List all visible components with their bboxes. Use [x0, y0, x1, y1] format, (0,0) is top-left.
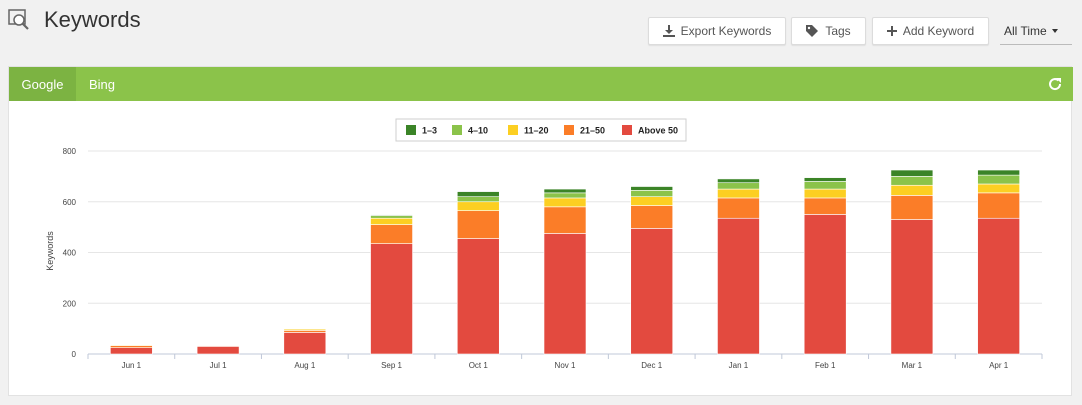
x-tick-label: Apr 1 [989, 361, 1009, 370]
bar-segment[interactable] [977, 217, 1020, 355]
keywords-chart: 1–3 4–10 11–20 21–50 Above 50 0200400600800 … [45, 118, 1043, 370]
bar-segment[interactable] [196, 346, 240, 355]
bar-segment[interactable] [803, 214, 847, 355]
refresh-icon[interactable] [1047, 76, 1063, 92]
bar-segment[interactable] [717, 197, 760, 219]
tag-icon [806, 25, 819, 37]
bar-segment[interactable] [543, 206, 587, 234]
x-tick-label: Jul 1 [210, 361, 227, 370]
download-icon [662, 25, 675, 37]
x-tick-label: Nov 1 [555, 361, 576, 370]
bar-segment[interactable] [630, 196, 674, 206]
bar-segment[interactable] [803, 181, 847, 190]
legend-swatch [452, 125, 462, 135]
bar-segment[interactable] [977, 169, 1020, 176]
x-tick-label: Dec 1 [641, 361, 662, 370]
legend-swatch [564, 125, 574, 135]
x-tick-label: Mar 1 [902, 361, 923, 370]
bar-segment[interactable] [110, 345, 153, 348]
bar-segment[interactable] [283, 328, 327, 330]
bar-segment[interactable] [456, 201, 500, 211]
bar-segment[interactable] [803, 197, 847, 215]
x-tick-label: Feb 1 [815, 361, 836, 370]
bar-segment[interactable] [456, 196, 500, 203]
legend-label: 1–3 [422, 126, 437, 136]
y-axis-label: Keywords [45, 231, 55, 271]
bar-segment[interactable] [890, 176, 934, 186]
tab-google[interactable]: Google [9, 67, 76, 101]
bar-segment[interactable] [110, 347, 153, 355]
bar-segment[interactable] [370, 215, 413, 219]
y-tick-label: 200 [63, 299, 77, 308]
bar-segment[interactable] [630, 186, 674, 191]
bar-segment[interactable] [977, 174, 1020, 185]
x-tick-label: Aug 1 [294, 361, 315, 370]
y-tick-label: 800 [63, 147, 77, 156]
legend-label: 21–50 [580, 126, 605, 136]
bar-segment[interactable] [456, 238, 500, 355]
chart-x-axis: Jun 1 Jul 1 Aug 1 Sep 1 Oct 1 Nov 1 Dec 1 Jan 1… [87, 354, 1043, 370]
bar-segment[interactable] [456, 191, 500, 197]
bar-segment[interactable] [543, 233, 587, 355]
bar-segment[interactable] [717, 217, 760, 355]
bar-segment[interactable] [370, 224, 413, 244]
chart-bars [110, 169, 1020, 355]
y-tick-label: 400 [63, 249, 77, 258]
bar-segment[interactable] [717, 178, 760, 184]
y-tick-label: 600 [63, 198, 77, 207]
chevron-down-icon [1051, 28, 1058, 33]
plus-icon [886, 26, 897, 36]
bar-segment[interactable] [717, 182, 760, 190]
x-tick-label: Jan 1 [729, 361, 749, 370]
bar-segment[interactable] [717, 188, 760, 199]
time-range-select[interactable]: All Time [1000, 17, 1072, 45]
bar-segment[interactable] [456, 210, 500, 239]
bar-segment[interactable] [543, 192, 587, 199]
bar-segment[interactable] [543, 197, 587, 208]
bar-segment[interactable] [977, 192, 1020, 219]
y-tick-label: 0 [72, 350, 77, 359]
bar-segment[interactable] [370, 214, 413, 217]
bar-segment[interactable] [283, 332, 327, 355]
export-keywords-button[interactable]: Export Keywords [648, 17, 786, 45]
tags-label: Tags [825, 24, 851, 38]
page-header: Keywords Export Keywords Tags Add Keywor… [0, 0, 1082, 58]
chart-legend: 1–3 4–10 11–20 21–50 Above 50 [395, 118, 687, 142]
rankings-panel: Google Bing 1–3 4–10 11–20 21–50 Above 50 0 2… [8, 66, 1073, 396]
legend-swatch [622, 125, 632, 135]
legend-label: Above 50 [638, 126, 678, 136]
legend-label: 4–10 [468, 126, 488, 136]
legend-swatch [508, 125, 518, 135]
legend-label: 11–20 [524, 126, 549, 136]
time-range-value: All Time [1004, 23, 1047, 38]
magnifier-icon [8, 9, 29, 30]
export-keywords-label: Export Keywords [680, 24, 772, 38]
add-keyword-button[interactable]: Add Keyword [872, 17, 989, 45]
add-keyword-label: Add Keyword [902, 24, 975, 38]
bar-segment[interactable] [370, 217, 413, 225]
bar-segment[interactable] [630, 205, 674, 229]
bar-segment[interactable] [890, 219, 934, 355]
x-tick-label: Sep 1 [381, 361, 402, 370]
bar-segment[interactable] [283, 330, 327, 333]
bar-segment[interactable] [370, 243, 413, 355]
bar-segment[interactable] [890, 169, 934, 177]
bar-segment[interactable] [890, 184, 934, 196]
x-tick-label: Oct 1 [469, 361, 489, 370]
bar-segment[interactable] [630, 190, 674, 197]
bar-segment[interactable] [977, 183, 1020, 194]
bar-segment[interactable] [890, 195, 934, 220]
bar-segment[interactable] [803, 177, 847, 182]
x-tick-label: Jun 1 [122, 361, 142, 370]
legend-swatch [406, 125, 416, 135]
tags-button[interactable]: Tags [791, 17, 866, 45]
legend-box [395, 118, 687, 142]
tab-bing[interactable]: Bing [88, 76, 116, 92]
engine-tabbar: Google Bing [9, 67, 1073, 101]
bar-segment[interactable] [630, 228, 674, 355]
bar-segment[interactable] [543, 188, 587, 194]
page-title: Keywords [44, 7, 141, 32]
bar-segment[interactable] [803, 188, 847, 199]
